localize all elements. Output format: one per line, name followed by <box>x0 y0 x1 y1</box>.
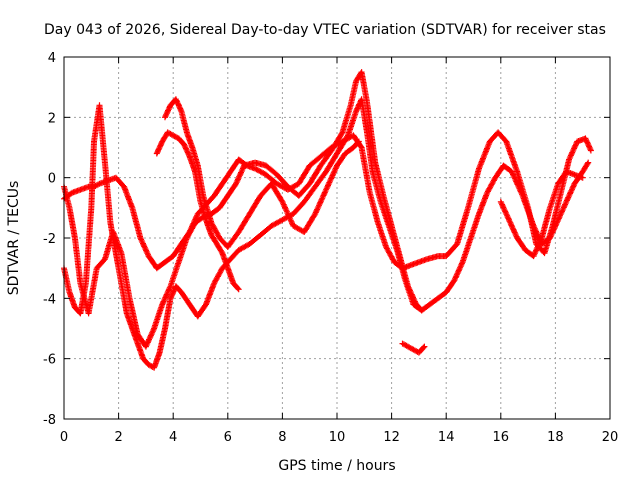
y-tick-label: 2 <box>48 111 56 126</box>
series-trace-7 <box>497 168 586 260</box>
plus-markers <box>162 96 362 250</box>
x-tick-label: 0 <box>60 430 68 445</box>
x-tick-label: 14 <box>438 430 455 445</box>
x-tick-label: 20 <box>602 430 619 445</box>
series-trace-5 <box>162 96 362 250</box>
x-tick-label: 16 <box>493 430 510 445</box>
axis-ticks: 0 2 4 6 8 10 12 14 16 18 20 -8 -6 -4 -2 0 2 4 <box>43 51 618 445</box>
x-tick-label: 10 <box>329 430 346 445</box>
series-trace-3 <box>61 69 425 350</box>
x-tick-label: 18 <box>547 430 564 445</box>
y-tick-label: 4 <box>48 51 56 66</box>
plus-markers <box>497 168 586 260</box>
x-tick-label: 12 <box>383 430 400 445</box>
x-tick-label: 2 <box>114 430 122 445</box>
series-trace-4 <box>153 129 242 293</box>
chart-title: Day 043 of 2026, Sidereal Day-to-day VTE… <box>44 22 606 38</box>
x-axis-label: GPS time / hours <box>278 458 395 474</box>
y-tick-label: -4 <box>43 292 56 307</box>
y-axis-label: SDTVAR / TECUs <box>6 181 22 296</box>
plus-markers <box>61 69 425 350</box>
x-tick-label: 6 <box>224 430 232 445</box>
y-tick-label: -6 <box>43 353 56 368</box>
y-tick-label: -2 <box>43 232 56 247</box>
y-tick-label: 0 <box>48 172 56 187</box>
y-tick-label: -8 <box>43 413 56 428</box>
plus-markers <box>61 129 594 272</box>
x-tick-label: 4 <box>169 430 177 445</box>
plus-markers <box>153 129 242 293</box>
x-tick-label: 8 <box>278 430 286 445</box>
series-trace-6 <box>399 340 428 356</box>
plus-markers <box>399 340 428 356</box>
series-trace-1 <box>61 129 594 272</box>
data-markers <box>61 69 594 371</box>
